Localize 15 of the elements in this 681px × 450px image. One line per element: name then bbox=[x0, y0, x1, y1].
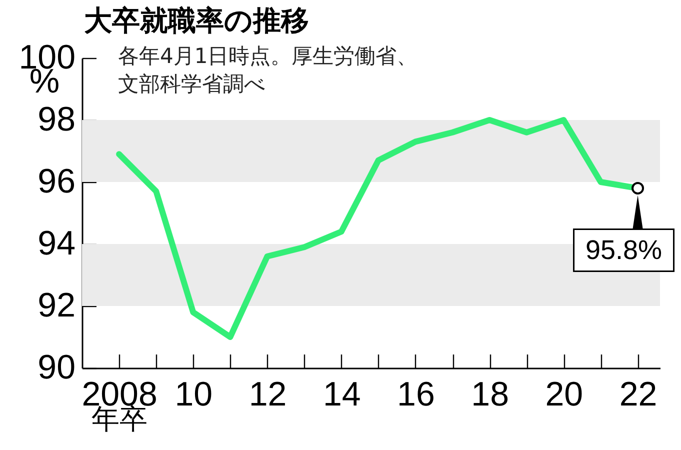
x-tick-label: 20 bbox=[545, 376, 584, 414]
x-tick-label: 22 bbox=[619, 376, 658, 414]
x-tick-label: 10 bbox=[174, 376, 213, 414]
y-tick-label: 94 bbox=[38, 224, 76, 262]
x-tick-label: 12 bbox=[248, 376, 287, 414]
chart-title: 大卒就職率の推移 bbox=[84, 3, 309, 39]
x-tick-label: 18 bbox=[471, 376, 509, 414]
y-tick-label: 92 bbox=[38, 286, 76, 324]
y-tick-label: 96 bbox=[38, 162, 76, 200]
x-tick-label: 14 bbox=[322, 376, 361, 414]
chart-subtitle: 各年4月1日時点。厚生労働省、文部科学省調べ bbox=[118, 43, 419, 98]
y-tick-label: 98 bbox=[38, 100, 76, 138]
y-tick-label: 90 bbox=[38, 348, 76, 386]
x-tick-label: 16 bbox=[397, 376, 435, 414]
annotation: 95.8% bbox=[585, 235, 662, 266]
